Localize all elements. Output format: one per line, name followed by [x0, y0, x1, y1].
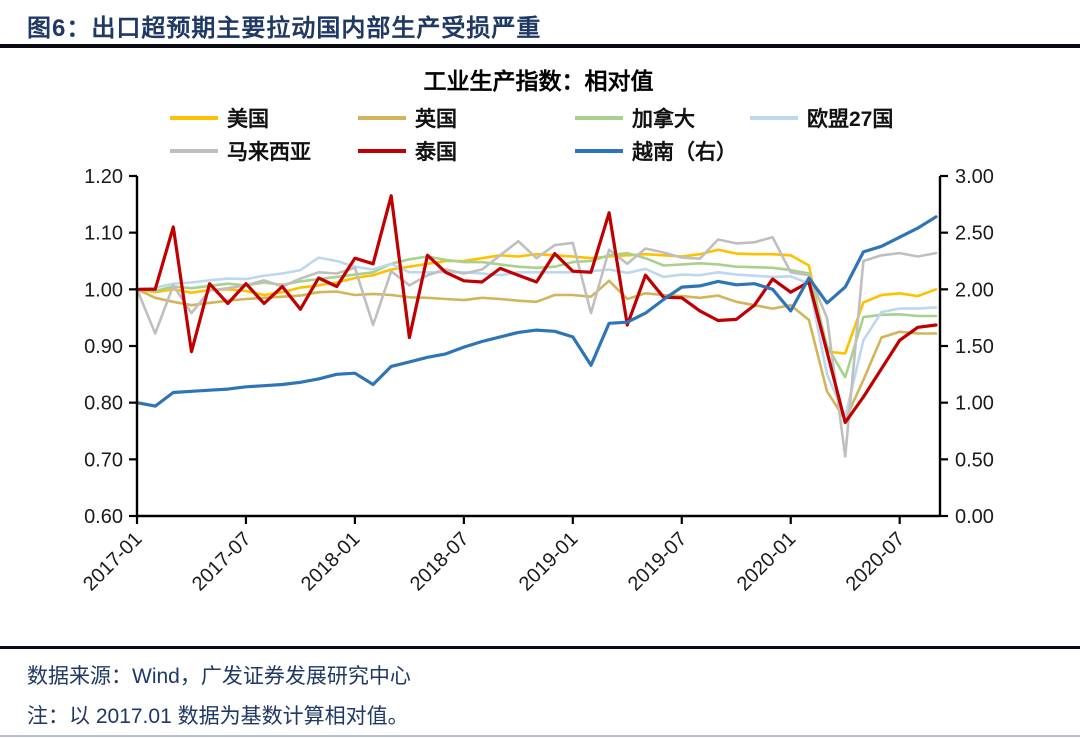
- legend-swatch-icon: [575, 116, 623, 120]
- legend-item-加拿大: 加拿大: [575, 106, 695, 131]
- right-axis-label: 0.50: [955, 449, 994, 471]
- series-line-欧盟27国: [135, 256, 938, 419]
- x-axis-label: 2017-01: [79, 528, 146, 595]
- x-axis-label: 2018-01: [297, 528, 364, 595]
- right-axis-label: 0.00: [955, 506, 994, 528]
- right-axis-label: 3.00: [955, 166, 994, 188]
- x-axis-label: 2018-07: [406, 528, 473, 595]
- legend-item-欧盟27国: 欧盟27国: [750, 106, 894, 131]
- legend-swatch-icon: [358, 116, 406, 120]
- legend-label: 泰国: [415, 141, 457, 164]
- left-axis-label: 0.90: [84, 336, 123, 358]
- left-axis-label: 0.60: [84, 506, 123, 528]
- legend-label: 欧盟27国: [807, 108, 894, 131]
- chart-title: 工业生产指数：相对值: [423, 68, 654, 94]
- bottom-border: [0, 735, 1080, 737]
- series-line-美国: [135, 248, 938, 355]
- legend-swatch-icon: [170, 116, 218, 120]
- legend-item-泰国: 泰国: [358, 139, 457, 164]
- legend-swatch-icon: [170, 149, 218, 153]
- footer-divider: [0, 646, 1080, 649]
- left-axis-label: 1.20: [84, 166, 123, 188]
- figure-title: 图6：出口超预期主要拉动国内部生产受损严重: [27, 15, 542, 42]
- x-axis-label: 2019-07: [624, 528, 691, 595]
- x-axis-label: 2020-01: [733, 528, 800, 595]
- legend-swatch-icon: [575, 149, 623, 153]
- series-line-泰国: [135, 194, 938, 425]
- left-axis-label: 0.80: [84, 393, 123, 415]
- legend-label: 马来西亚: [227, 141, 311, 164]
- legend-item-英国: 英国: [358, 106, 457, 131]
- legend-label: 美国: [227, 108, 269, 131]
- legend-item-越南（右）: 越南（右）: [575, 139, 737, 164]
- right-axis-label: 2.50: [955, 223, 994, 245]
- legend-item-美国: 美国: [170, 106, 269, 131]
- right-axis-label: 1.00: [955, 393, 994, 415]
- legend-label: 加拿大: [632, 108, 695, 131]
- right-axis-label: 1.50: [955, 336, 994, 358]
- legend-swatch-icon: [750, 116, 798, 120]
- legend-label: 英国: [415, 108, 457, 131]
- series-line-马来西亚: [135, 235, 938, 458]
- data-source-text: 数据来源：Wind，广发证券发展研究中心: [27, 665, 411, 688]
- left-axis-label: 1.00: [84, 279, 123, 301]
- x-axis-label: 2017-07: [188, 528, 255, 595]
- x-axis-label: 2020-07: [842, 528, 909, 595]
- series-line-越南（右）: [135, 215, 938, 408]
- left-axis-label: 1.10: [84, 223, 123, 245]
- title-divider: [0, 44, 1080, 48]
- chart-canvas: 1.20 3.00 1.10 2.50 1.00 2.00 0.90 1.50 0.80 1.00…: [79, 166, 994, 595]
- legend-item-马来西亚: 马来西亚: [170, 139, 311, 164]
- x-axis-label: 2019-01: [515, 528, 582, 595]
- legend-label: 越南（右）: [632, 141, 737, 164]
- left-axis-label: 0.70: [84, 449, 123, 471]
- note-text: 注：以 2017.01 数据为基数计算相对值。: [27, 705, 409, 728]
- right-axis-label: 2.00: [955, 279, 994, 301]
- legend-swatch-icon: [358, 149, 406, 153]
